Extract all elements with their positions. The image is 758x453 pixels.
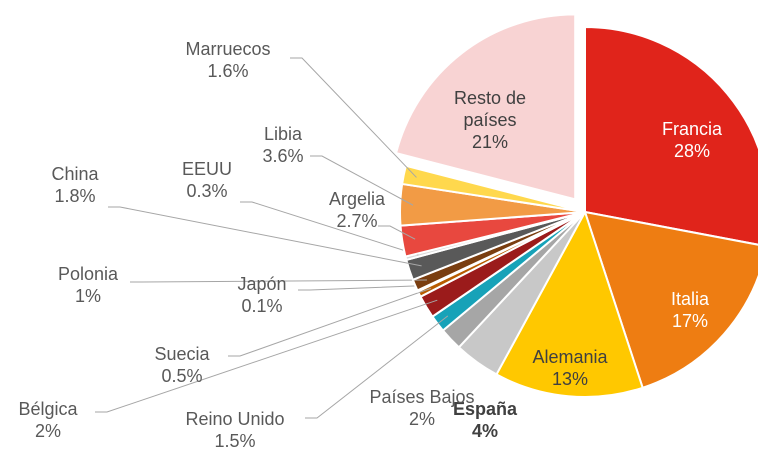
label-name: Argelia xyxy=(328,189,386,209)
leader-line xyxy=(298,284,430,291)
label-name: Libia xyxy=(263,124,303,144)
leader-line xyxy=(378,225,416,240)
label-name: Países Bajos xyxy=(369,387,475,407)
label-name: Reino Unido xyxy=(185,409,285,429)
label-value: 2% xyxy=(408,409,435,429)
label-value: 17% xyxy=(671,311,709,331)
label-value: 1% xyxy=(74,286,102,306)
leader-line xyxy=(240,201,419,256)
data-label: Resto de países 21% xyxy=(435,87,545,153)
data-label: Argelia 2.7% xyxy=(329,188,385,232)
label-value: 13% xyxy=(551,369,589,389)
label-name: EEUU xyxy=(181,159,233,179)
label-value: 0.1% xyxy=(241,296,283,316)
data-label: Bélgica 2% xyxy=(18,398,77,442)
data-label: Italia 17% xyxy=(635,288,745,332)
data-label: Polonia 1% xyxy=(58,263,118,307)
data-label: Japón 0.1% xyxy=(237,273,286,317)
label-name: España xyxy=(452,399,518,419)
leader-line xyxy=(95,299,438,413)
label-value: 1.5% xyxy=(214,431,256,451)
label-name: Polonia xyxy=(57,264,119,284)
label-value: 4% xyxy=(471,421,498,441)
leader-line xyxy=(130,279,427,283)
data-label: Reino Unido 1.5% xyxy=(185,408,284,452)
label-name: Resto de países xyxy=(453,88,527,130)
data-label: Libia 3.6% xyxy=(262,123,303,167)
label-name: Marruecos xyxy=(185,39,271,59)
data-label: Marruecos 1.6% xyxy=(185,38,270,82)
data-label: EEUU 0.3% xyxy=(182,158,232,202)
label-name: China xyxy=(51,164,99,184)
label-name: Bélgica xyxy=(18,399,78,419)
label-value: 0.5% xyxy=(161,366,203,386)
label-name: Francia xyxy=(661,119,723,139)
label-value: 1.6% xyxy=(207,61,249,81)
label-value: 3.6% xyxy=(262,146,304,166)
label-value: 21% xyxy=(471,132,509,152)
pie-slice xyxy=(584,25,758,246)
label-name: Italia xyxy=(670,289,710,309)
label-name: Suecia xyxy=(154,344,210,364)
leader-line xyxy=(108,206,422,267)
data-label: España 4% xyxy=(453,398,517,442)
leader-line xyxy=(290,57,417,178)
data-label: Alemania 13% xyxy=(515,346,625,390)
pie-slice xyxy=(394,13,577,201)
leader-line xyxy=(310,155,414,206)
label-name: Japón xyxy=(237,274,287,294)
data-label: Francia 28% xyxy=(637,118,747,162)
label-value: 28% xyxy=(673,141,711,161)
data-label: Suecia 0.5% xyxy=(154,343,209,387)
data-label: China 1.8% xyxy=(51,163,98,207)
label-value: 0.3% xyxy=(186,181,228,201)
label-value: 2.7% xyxy=(336,211,378,231)
leader-line xyxy=(305,315,449,419)
data-label: Países Bajos 2% xyxy=(369,386,474,430)
leader-line xyxy=(228,287,431,357)
label-value: 2% xyxy=(34,421,62,441)
label-value: 1.8% xyxy=(54,186,96,206)
label-name: Alemania xyxy=(532,347,608,367)
pie-slice xyxy=(495,209,644,398)
